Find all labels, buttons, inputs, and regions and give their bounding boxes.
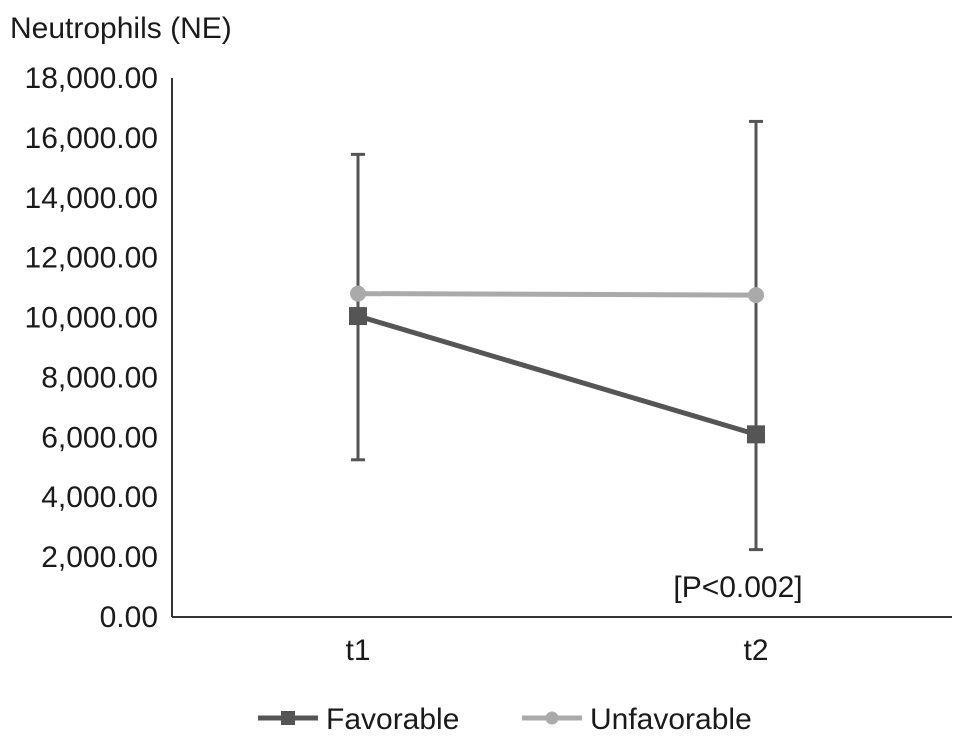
legend-label: Unfavorable <box>590 703 752 736</box>
chart-title: Neutrophils (NE) <box>10 12 232 45</box>
error-bars <box>351 119 763 552</box>
data-point-unfavorable <box>350 285 366 302</box>
y-tick-label: 12,000.00 <box>25 242 158 275</box>
y-tick-label: 8,000.00 <box>41 361 158 394</box>
y-tick-label: 18,000.00 <box>25 62 158 95</box>
x-tick-label: t1 <box>345 634 370 667</box>
legend-item-favorable: Favorable <box>258 703 459 736</box>
series-lines <box>357 291 757 437</box>
data-point-favorable <box>747 425 765 444</box>
legend-swatch-marker <box>545 711 559 725</box>
legend-label: Favorable <box>326 703 459 736</box>
data-point-favorable <box>349 307 367 326</box>
legend: Favorable Unfavorable <box>258 703 752 736</box>
y-tick-label: 2,000.00 <box>41 541 158 574</box>
series-markers <box>349 285 765 444</box>
y-tick-label: 10,000.00 <box>25 302 158 335</box>
y-tick-label: 0.00 <box>100 601 158 634</box>
legend-swatch-marker <box>281 711 295 725</box>
y-axis-ticks: 0.00 2,000.00 4,000.00 6,000.00 8,000.00 10,0… <box>25 62 158 634</box>
series-line-favorable <box>357 313 757 437</box>
series-line-unfavorable <box>357 291 757 298</box>
data-point-unfavorable <box>748 287 764 304</box>
p-value-annotation: [P<0.002] <box>673 571 802 604</box>
y-tick-label: 4,000.00 <box>41 481 158 514</box>
legend-item-unfavorable: Unfavorable <box>522 703 752 736</box>
y-tick-label: 16,000.00 <box>25 122 158 155</box>
y-tick-label: 6,000.00 <box>41 421 158 454</box>
x-axis-ticks: t1 t2 <box>345 634 768 667</box>
x-tick-label: t2 <box>743 634 768 667</box>
y-tick-label: 14,000.00 <box>25 182 158 215</box>
